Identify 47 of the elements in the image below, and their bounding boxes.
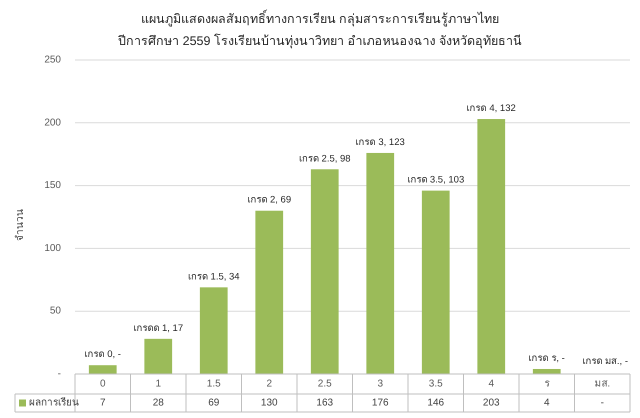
y-axis-title: จำนวน bbox=[15, 209, 26, 241]
x-tick-label: 1 bbox=[155, 378, 162, 390]
x-tick-label: ร bbox=[544, 378, 550, 390]
x-tick-label: 0 bbox=[100, 378, 106, 390]
y-tick-label: 150 bbox=[44, 180, 62, 192]
x-tick-label: 3 bbox=[377, 378, 384, 390]
data-label: 69 bbox=[208, 398, 220, 408]
y-tick-label: 100 bbox=[44, 242, 62, 254]
annotation: เกรด ร, - bbox=[528, 352, 565, 364]
annotation: เกรด 3, 123 bbox=[356, 136, 405, 148]
annotation: เกรด 0, - bbox=[84, 349, 121, 360]
y-tick-label: 250 bbox=[44, 54, 62, 66]
data-label: 28 bbox=[152, 398, 164, 408]
y-tick-label: - bbox=[58, 368, 61, 380]
bar bbox=[255, 210, 284, 374]
text: - bbox=[600, 398, 604, 408]
data-label: 130 bbox=[260, 398, 278, 408]
bar bbox=[422, 190, 450, 374]
chart-title: แผนภูมิแสดงผลสัมฤทธิ์ทางการเรียน กลุ่มสาระการเรียนรู้ภาษาไทย ปีการศึกษา 2559 โรงเรียนบ้านทุ่งนาวิทยา อำเภอหนองฉาง จังหวัดอุทัยธานี bbox=[118, 9, 522, 49]
annotation: เกรด 2.5, 98 bbox=[298, 153, 351, 164]
bar bbox=[200, 287, 228, 374]
annotation: เกรด 3.5, 103 bbox=[407, 174, 464, 186]
bar bbox=[88, 365, 117, 374]
data-label: 163 bbox=[316, 398, 334, 408]
annotation: เกรดด 1, 17 bbox=[133, 322, 184, 334]
legend-label: ผลการเรียน bbox=[29, 396, 79, 408]
data-label: 203 bbox=[482, 398, 500, 408]
bar bbox=[366, 152, 394, 374]
x-tick-label: 3.5 bbox=[428, 378, 444, 390]
annotation: เกรด 4, 132 bbox=[466, 103, 516, 114]
y-tick-label: 50 bbox=[50, 306, 62, 317]
data-label: 7 bbox=[100, 398, 106, 408]
x-tick-label: 1.5 bbox=[206, 378, 222, 390]
data-label: 176 bbox=[372, 398, 390, 408]
annotation: เกรด มส., - bbox=[582, 356, 628, 367]
bar bbox=[144, 338, 172, 374]
x-tick-label: 2.5 bbox=[318, 378, 332, 390]
x-tick-label: 4 bbox=[488, 378, 494, 390]
x-tick-label: มส. bbox=[594, 378, 610, 390]
x-tick-label: 2 bbox=[266, 378, 272, 390]
data-label: 146 bbox=[427, 398, 445, 408]
annotation: เกรด 2, 69 bbox=[247, 194, 292, 206]
bar bbox=[477, 119, 506, 374]
y-tick-label: 200 bbox=[44, 117, 62, 128]
data-label: 4 bbox=[544, 398, 550, 408]
annotation: เกรด 1.5, 34 bbox=[188, 271, 240, 282]
bar bbox=[310, 169, 339, 374]
